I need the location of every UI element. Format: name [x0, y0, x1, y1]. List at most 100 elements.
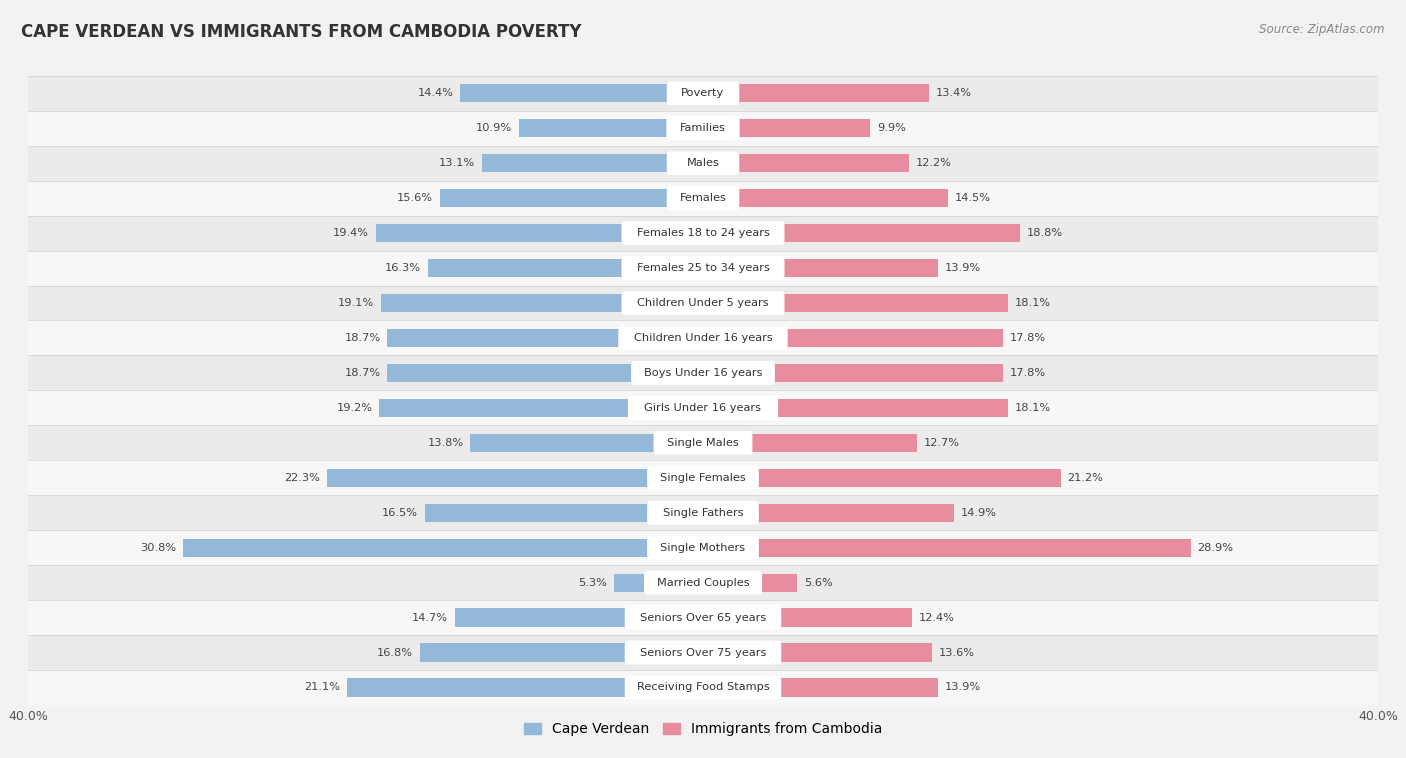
Bar [28, 215, 1378, 251]
Text: Boys Under 16 years: Boys Under 16 years [644, 368, 762, 378]
Bar [28, 600, 1378, 635]
Bar [28, 321, 1378, 356]
Text: 14.5%: 14.5% [955, 193, 990, 203]
FancyBboxPatch shape [666, 152, 740, 175]
Bar [183, 539, 703, 556]
Bar [427, 259, 703, 277]
Bar [28, 670, 1378, 705]
Text: 19.1%: 19.1% [337, 298, 374, 308]
Bar [703, 84, 929, 102]
FancyBboxPatch shape [631, 361, 775, 385]
Bar [482, 154, 703, 172]
Bar [703, 329, 1004, 347]
Text: 21.1%: 21.1% [304, 682, 340, 693]
FancyBboxPatch shape [624, 641, 782, 665]
FancyBboxPatch shape [666, 81, 740, 105]
FancyBboxPatch shape [647, 501, 759, 525]
Bar [28, 635, 1378, 670]
Bar [440, 189, 703, 207]
FancyBboxPatch shape [621, 291, 785, 315]
Text: Poverty: Poverty [682, 88, 724, 99]
Text: 18.7%: 18.7% [344, 333, 381, 343]
Text: 16.3%: 16.3% [385, 263, 422, 273]
FancyBboxPatch shape [619, 326, 787, 350]
Text: Married Couples: Married Couples [657, 578, 749, 587]
Bar [703, 189, 948, 207]
Text: 19.2%: 19.2% [336, 402, 373, 413]
Text: Single Mothers: Single Mothers [661, 543, 745, 553]
Text: 13.8%: 13.8% [427, 438, 464, 448]
Bar [28, 76, 1378, 111]
FancyBboxPatch shape [628, 396, 778, 420]
Text: 15.6%: 15.6% [396, 193, 433, 203]
Bar [703, 468, 1060, 487]
Text: CAPE VERDEAN VS IMMIGRANTS FROM CAMBODIA POVERTY: CAPE VERDEAN VS IMMIGRANTS FROM CAMBODIA… [21, 23, 582, 41]
Text: Children Under 5 years: Children Under 5 years [637, 298, 769, 308]
Text: 28.9%: 28.9% [1198, 543, 1233, 553]
Text: Single Females: Single Females [661, 473, 745, 483]
Text: Single Males: Single Males [666, 438, 740, 448]
FancyBboxPatch shape [647, 536, 759, 559]
Text: 14.9%: 14.9% [962, 508, 997, 518]
Text: 12.2%: 12.2% [915, 158, 952, 168]
Text: 12.7%: 12.7% [924, 438, 960, 448]
Legend: Cape Verdean, Immigrants from Cambodia: Cape Verdean, Immigrants from Cambodia [519, 717, 887, 742]
Bar [703, 609, 912, 627]
Text: 16.5%: 16.5% [382, 508, 418, 518]
Bar [28, 425, 1378, 460]
Text: 13.6%: 13.6% [939, 647, 976, 657]
Bar [460, 84, 703, 102]
Bar [703, 503, 955, 522]
Bar [703, 399, 1008, 417]
Bar [703, 678, 938, 697]
Bar [419, 644, 703, 662]
Bar [28, 251, 1378, 286]
Text: 18.1%: 18.1% [1015, 402, 1052, 413]
Bar [347, 678, 703, 697]
Bar [703, 224, 1021, 242]
Text: Families: Families [681, 124, 725, 133]
Text: 5.3%: 5.3% [578, 578, 607, 587]
Bar [703, 434, 917, 452]
Bar [28, 565, 1378, 600]
Bar [703, 294, 1008, 312]
Text: Seniors Over 75 years: Seniors Over 75 years [640, 647, 766, 657]
Bar [703, 259, 938, 277]
Bar [470, 434, 703, 452]
Bar [703, 154, 908, 172]
Bar [380, 399, 703, 417]
Text: 14.7%: 14.7% [412, 612, 449, 622]
Bar [703, 574, 797, 592]
Bar [613, 574, 703, 592]
Bar [425, 503, 703, 522]
FancyBboxPatch shape [621, 221, 785, 245]
Bar [388, 364, 703, 382]
FancyBboxPatch shape [624, 675, 782, 700]
Bar [28, 146, 1378, 180]
Text: Receiving Food Stamps: Receiving Food Stamps [637, 682, 769, 693]
Bar [703, 119, 870, 137]
Bar [703, 539, 1191, 556]
Text: Girls Under 16 years: Girls Under 16 years [644, 402, 762, 413]
Bar [28, 390, 1378, 425]
Text: 14.4%: 14.4% [418, 88, 453, 99]
Text: 13.9%: 13.9% [945, 263, 980, 273]
Bar [456, 609, 703, 627]
FancyBboxPatch shape [654, 431, 752, 455]
Text: 10.9%: 10.9% [477, 124, 512, 133]
Bar [28, 180, 1378, 215]
Text: Females 18 to 24 years: Females 18 to 24 years [637, 228, 769, 238]
Text: 13.4%: 13.4% [936, 88, 972, 99]
Bar [375, 224, 703, 242]
Text: Children Under 16 years: Children Under 16 years [634, 333, 772, 343]
FancyBboxPatch shape [666, 116, 740, 140]
Text: Females: Females [679, 193, 727, 203]
Text: 19.4%: 19.4% [333, 228, 368, 238]
Bar [381, 294, 703, 312]
Text: 5.6%: 5.6% [804, 578, 832, 587]
Bar [28, 286, 1378, 321]
Bar [28, 495, 1378, 530]
FancyBboxPatch shape [666, 186, 740, 210]
Text: 17.8%: 17.8% [1010, 333, 1046, 343]
Bar [519, 119, 703, 137]
